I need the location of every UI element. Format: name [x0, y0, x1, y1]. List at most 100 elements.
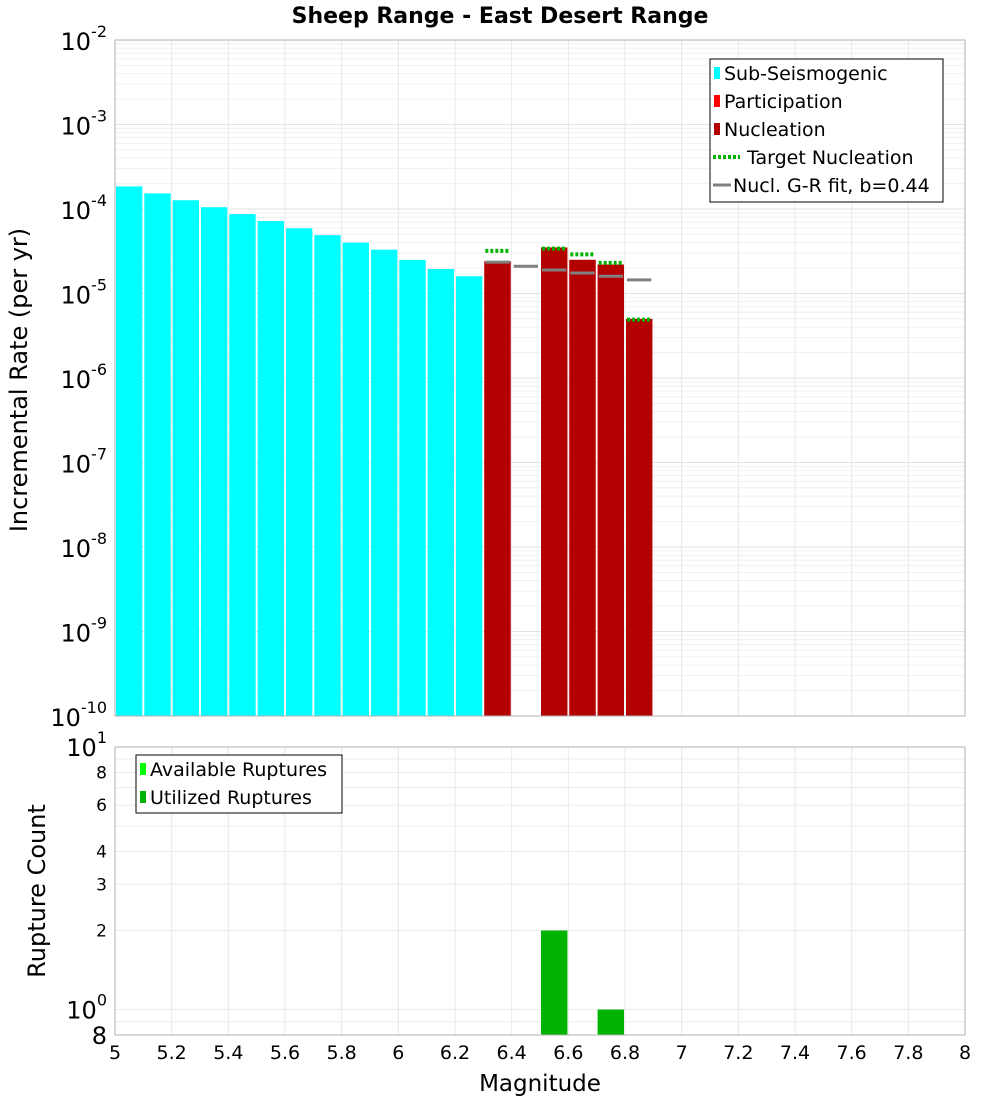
x-axis-label: Magnitude [479, 1071, 601, 1097]
legend-label-gr-fit: Nucl. G-R fit, b=0.44 [733, 175, 930, 197]
bar-sub-seismogenic [399, 259, 426, 716]
bar-utilized-ruptures [597, 1009, 624, 1035]
rate-y-tick-exponent: -8 [91, 529, 107, 548]
rate-line-marks [485, 246, 652, 322]
bar-nucleation [597, 264, 624, 716]
rate-bars [116, 186, 653, 717]
count-y-tick-label: 8 [96, 763, 107, 783]
rate-y-tick-label: 10-10 [50, 698, 107, 732]
x-tick-label: 7.4 [780, 1042, 810, 1064]
legend-label-target-nucleation: Target Nucleation [746, 147, 914, 169]
count-legend: Available Ruptures Utilized Ruptures [135, 754, 343, 814]
rate-y-tick-label: 10-3 [61, 107, 108, 141]
chart-title: Sheep Range - East Desert Range [292, 4, 709, 29]
legend-label-sub-seismogenic: Sub-Seismogenic [724, 63, 888, 85]
bar-sub-seismogenic [229, 214, 256, 716]
legend-swatch-nucleation [714, 123, 720, 135]
x-tick-label: 7.2 [723, 1042, 753, 1064]
count-y-axis-label: Rupture Count [23, 804, 51, 978]
bar-sub-seismogenic [456, 276, 483, 716]
rate-legend: Sub-Seismogenic Participation Nucleation… [709, 58, 944, 203]
bar-sub-seismogenic [201, 207, 228, 716]
rate-y-tick-label: 10-4 [61, 191, 108, 225]
count-y-tick-label: 6 [96, 796, 107, 816]
x-tick-label: 7 [676, 1042, 688, 1064]
rate-panel: Sheep Range - East Desert Range 10-1010-… [5, 4, 966, 732]
legend-label-available-ruptures: Available Ruptures [150, 759, 327, 781]
rate-y-tick-base: 10 [61, 535, 92, 563]
bar-sub-seismogenic [314, 235, 341, 716]
x-tick-label: 5.6 [270, 1042, 300, 1064]
rate-legend-box [709, 58, 944, 203]
rate-y-tick-exponent: -7 [91, 445, 107, 464]
rate-y-tick-label: 10-6 [61, 360, 108, 394]
legend-label-utilized-ruptures: Utilized Ruptures [150, 787, 312, 809]
bar-sub-seismogenic [342, 242, 369, 717]
count-y-tick-base: 10 [66, 734, 97, 762]
x-tick-label: 6.4 [497, 1042, 527, 1064]
rate-plot-frame [114, 39, 966, 717]
legend-label-nucleation: Nucleation [724, 119, 826, 141]
rate-y-tick-base: 10 [50, 704, 81, 732]
legend-swatch-available-ruptures [140, 763, 146, 775]
bar-sub-seismogenic [427, 268, 454, 716]
x-tick-label: 7.6 [837, 1042, 867, 1064]
x-tick-label: 7.8 [893, 1042, 923, 1064]
count-y-tick-label: 4 [96, 842, 107, 862]
legend-swatch-sub-seismogenic [714, 67, 720, 79]
rate-y-tick-base: 10 [61, 28, 92, 56]
rate-y-tick-base: 10 [61, 620, 92, 648]
x-tick-label: 5.8 [327, 1042, 357, 1064]
rate-y-tick-label: 10-2 [61, 22, 108, 56]
x-tick-label: 5.2 [157, 1042, 187, 1064]
count-y-tick-label: 8 [92, 1022, 107, 1050]
rate-y-tick-exponent: -6 [91, 360, 107, 379]
rate-y-tick-exponent: -9 [91, 614, 107, 633]
rate-y-tick-exponent: -4 [91, 191, 107, 210]
count-y-tick-exponent: 1 [97, 728, 107, 747]
rate-y-tick-label: 10-9 [61, 614, 108, 648]
rate-grid [114, 40, 966, 717]
legend-swatch-participation [714, 95, 720, 107]
x-tick-label: 6.6 [553, 1042, 583, 1064]
bar-utilized-ruptures [541, 930, 568, 1035]
bar-sub-seismogenic [286, 228, 313, 716]
bar-sub-seismogenic [371, 249, 398, 716]
count-y-tick-base: 10 [66, 997, 97, 1025]
bar-sub-seismogenic [116, 186, 143, 716]
rate-y-tick-base: 10 [61, 282, 92, 310]
count-y-tick-label: 3 [96, 875, 107, 895]
x-tick-label: 5 [109, 1042, 121, 1064]
bar-sub-seismogenic [144, 193, 171, 717]
bar-nucleation [626, 318, 653, 716]
count-y-tick-label: 100 [66, 991, 107, 1025]
x-tick-label: 8 [959, 1042, 971, 1064]
rate-y-tick-label: 10-7 [61, 445, 108, 479]
bar-nucleation [484, 261, 511, 716]
rate-y-tick-label: 10-5 [61, 276, 108, 310]
legend-swatch-utilized-ruptures [140, 791, 146, 803]
count-bars [541, 930, 624, 1035]
bar-sub-seismogenic [172, 200, 199, 717]
rate-y-tick-exponent: -5 [91, 276, 107, 295]
x-tick-label: 6.8 [610, 1042, 640, 1064]
rate-y-tick-exponent: -10 [81, 698, 107, 717]
rate-y-tick-base: 10 [61, 113, 92, 141]
bar-sub-seismogenic [257, 221, 284, 716]
count-y-tick-label: 2 [96, 922, 107, 942]
legend-label-participation: Participation [724, 91, 843, 113]
x-tick-label: 6.2 [440, 1042, 470, 1064]
rate-y-axis-label: Incremental Rate (per yr) [5, 228, 33, 532]
x-tick-label: 5.4 [213, 1042, 243, 1064]
rate-y-tick-base: 10 [61, 451, 92, 479]
rate-y-tick-exponent: -2 [91, 22, 107, 41]
rate-y-tick-base: 10 [61, 197, 92, 225]
rate-y-tick-label: 10-8 [61, 529, 108, 563]
count-y-tick-exponent: 0 [97, 991, 107, 1010]
x-tick-labels: 5 5.2 5.4 5.6 5.8 6 6.2 6.4 6.6 6.8 7 7.2 7.4 7.6 7.8 8 [109, 1042, 971, 1064]
bar-nucleation [569, 259, 596, 716]
